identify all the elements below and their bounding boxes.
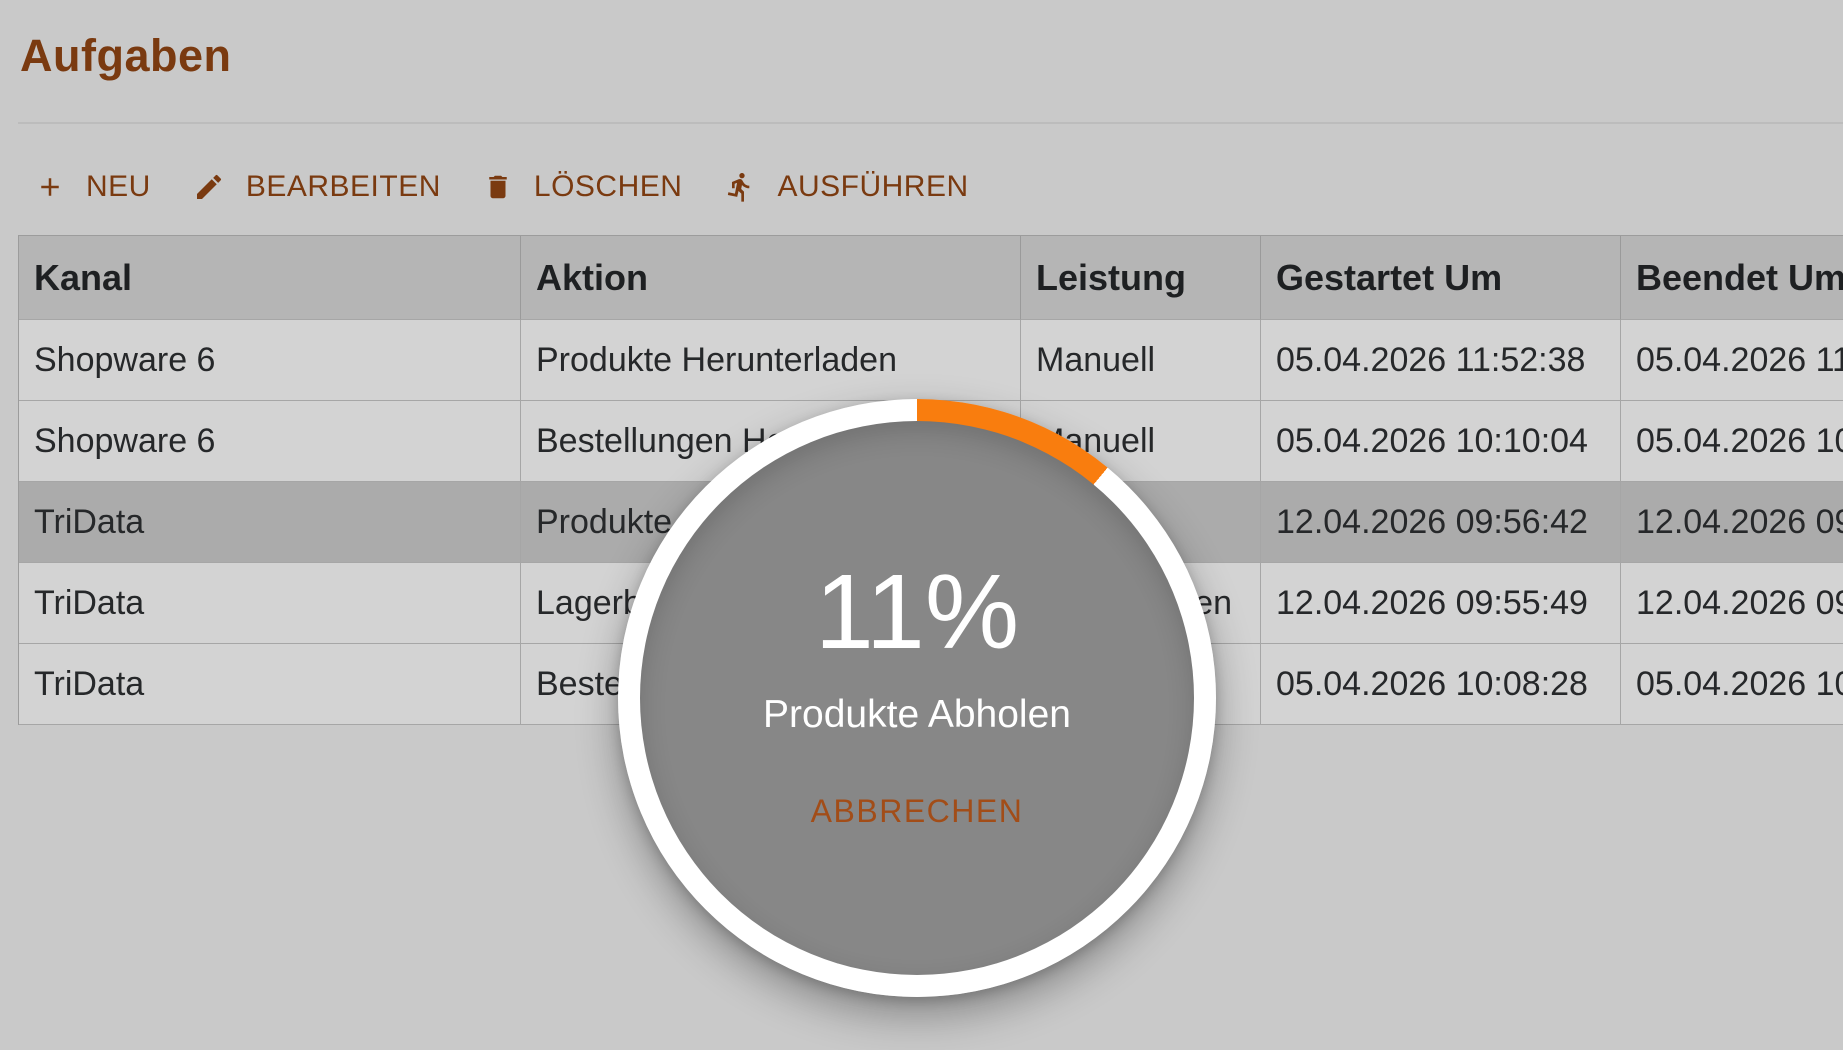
cell-gestartet: 05.04.2026 10:10:04 [1261, 401, 1621, 482]
runner-icon [724, 171, 756, 203]
delete-button-label: LÖSCHEN [533, 170, 683, 203]
cell-gestartet: 05.04.2026 10:08:28 [1261, 644, 1621, 725]
progress-percent: 11% [814, 553, 1020, 671]
cell-beendet: 05.04.2026 10 [1621, 644, 1843, 725]
cell-kanal: TriData [19, 644, 521, 725]
run-button-label: AUSFÜHREN [777, 170, 969, 203]
cell-gestartet: 12.04.2026 09:56:42 [1261, 482, 1621, 563]
trash-icon [483, 172, 513, 202]
column-header-beendet-um: Beendet Um [1621, 236, 1843, 320]
plus-icon [35, 172, 65, 202]
table-header-row: Kanal Aktion Leistung Gestartet Um Beend… [19, 236, 1843, 320]
cell-kanal: Shopware 6 [19, 401, 521, 482]
page-title: Aufgaben [20, 30, 232, 81]
title-divider [18, 122, 1843, 124]
column-header-leistung: Leistung [1021, 236, 1261, 320]
cell-gestartet: 12.04.2026 09:55:49 [1261, 563, 1621, 644]
progress-task-name: Produkte Abholen [763, 693, 1071, 736]
cell-beendet: 05.04.2026 10 [1621, 401, 1843, 482]
progress-disk: 11% Produkte Abholen ABBRECHEN [640, 421, 1194, 975]
run-button[interactable]: AUSFÜHREN [724, 170, 968, 204]
cell-beendet: 12.04.2026 09 [1621, 563, 1843, 644]
edit-button[interactable]: BEARBEITEN [193, 170, 441, 204]
new-button-label: NEU [86, 170, 151, 203]
delete-button[interactable]: LÖSCHEN [483, 170, 683, 204]
cell-gestartet: 05.04.2026 11:52:38 [1261, 320, 1621, 401]
column-header-kanal: Kanal [19, 236, 521, 320]
pencil-icon [193, 171, 225, 203]
cell-beendet: 05.04.2026 11 [1621, 320, 1843, 401]
cell-kanal: TriData [19, 482, 521, 563]
cell-leistung: Manuell [1021, 320, 1261, 401]
column-header-aktion: Aktion [521, 236, 1021, 320]
new-button[interactable]: NEU [35, 170, 151, 204]
progress-dialog: 11% Produkte Abholen ABBRECHEN [618, 399, 1216, 997]
cell-aktion: Produkte Herunterladen [521, 320, 1021, 401]
cancel-button[interactable]: ABBRECHEN [810, 793, 1024, 829]
cell-beendet: 12.04.2026 09 [1621, 482, 1843, 563]
edit-button-label: BEARBEITEN [245, 170, 441, 203]
cell-kanal: Shopware 6 [19, 320, 521, 401]
toolbar: NEU BEARBEITEN LÖSCHEN AUSFÜHREN [35, 163, 969, 211]
table-row[interactable]: Shopware 6 Produkte Herunterladen Manuel… [19, 320, 1843, 401]
cell-kanal: TriData [19, 563, 521, 644]
column-header-gestartet-um: Gestartet Um [1261, 236, 1621, 320]
